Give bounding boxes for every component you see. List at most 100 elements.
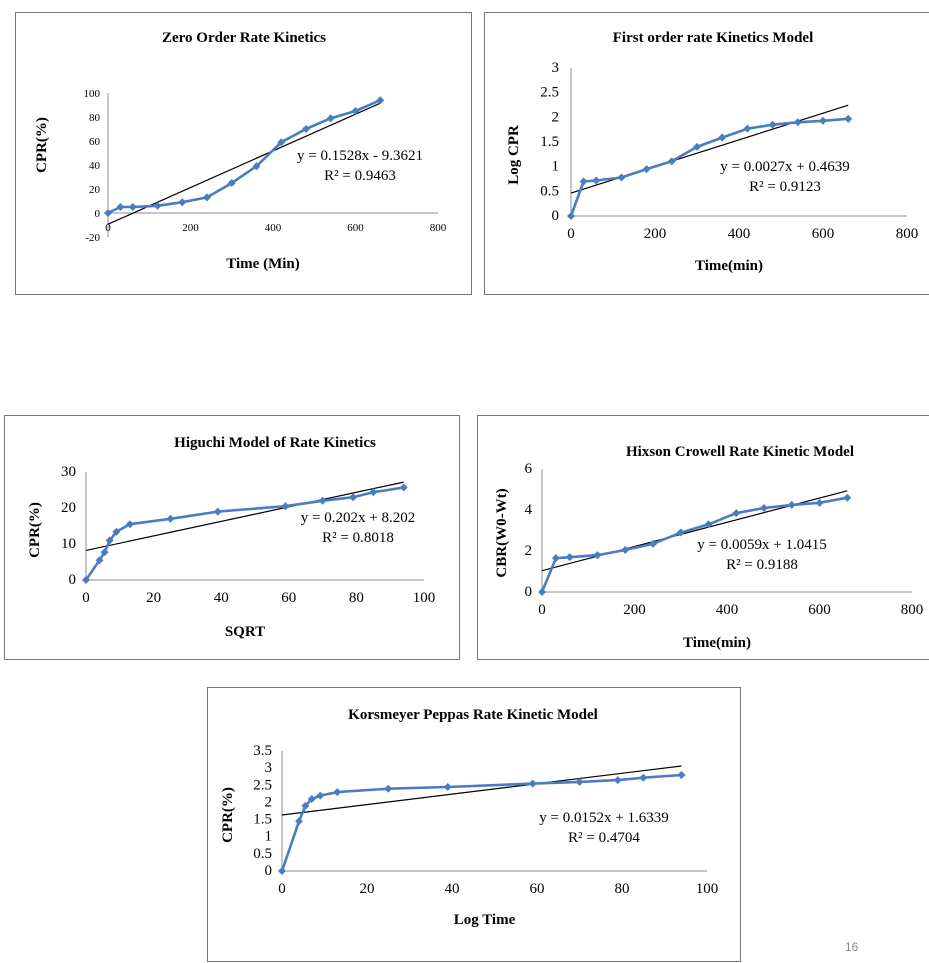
first-order-chart-panel: First order rate Kinetics Model 0 0.5 1 1.5 2… bbox=[484, 12, 929, 295]
trendline-equation: y = 0.0152x + 1.6339 bbox=[539, 810, 668, 826]
trendline bbox=[107, 102, 381, 225]
x-tick-label: 600 bbox=[808, 602, 831, 618]
data-point bbox=[567, 212, 575, 220]
higuchi-chart-panel: Higuchi Model of Rate Kinetics 0 10 20 30 0 20… bbox=[4, 415, 460, 660]
r-squared: R² = 0.9463 bbox=[324, 168, 396, 184]
y-axis-label: CPR(%) bbox=[220, 787, 236, 843]
data-point bbox=[302, 125, 310, 133]
chart-title: First order rate Kinetics Model bbox=[613, 30, 814, 46]
y-tick-label: 2.5 bbox=[540, 85, 559, 101]
data-point bbox=[307, 795, 316, 803]
y-axis-label: CPR(%) bbox=[27, 502, 43, 558]
y-tick-label: 60 bbox=[89, 136, 101, 148]
y-tick-label: 4 bbox=[525, 502, 533, 518]
data-point bbox=[277, 138, 286, 147]
y-axis-label: Log CPR bbox=[506, 125, 522, 185]
trendline bbox=[541, 490, 848, 572]
x-tick-label: 0 bbox=[278, 881, 286, 897]
x-tick-label: 600 bbox=[812, 226, 835, 242]
data-point bbox=[203, 193, 211, 202]
y-tick-label: 0 bbox=[69, 572, 77, 588]
x-tick-label: 100 bbox=[696, 881, 719, 897]
trendline-equation: y = 0.0027x + 0.4639 bbox=[720, 159, 849, 175]
x-axis-label: Time (Min) bbox=[226, 256, 299, 272]
data-point bbox=[278, 867, 286, 875]
higuchi-chart-svg: Higuchi Model of Rate Kinetics 0 10 20 30 0 20… bbox=[27, 435, 436, 640]
y-tick-label: 2 bbox=[525, 543, 533, 559]
y-tick-label: 3.5 bbox=[253, 743, 272, 759]
zero-chart-svg: Zero Order Rate Kinetics -20 0 20 40 60 80 100 0… bbox=[34, 30, 447, 272]
y-tick-label: 0.5 bbox=[540, 183, 559, 199]
x-tick-label: 200 bbox=[623, 602, 646, 618]
x-tick-label: 80 bbox=[615, 881, 630, 897]
y-tick-label: 0 bbox=[265, 863, 273, 879]
trendline bbox=[281, 765, 682, 816]
y-tick-label: 1.5 bbox=[253, 812, 272, 828]
data-point bbox=[768, 120, 777, 129]
x-tick-label: 40 bbox=[445, 881, 460, 897]
data-point bbox=[95, 556, 104, 565]
x-tick-label: 0 bbox=[567, 226, 575, 242]
data-point bbox=[575, 777, 584, 786]
y-tick-label: 80 bbox=[89, 112, 101, 124]
x-tick-label: 80 bbox=[349, 590, 364, 606]
data-point bbox=[718, 133, 727, 142]
data-point bbox=[760, 503, 768, 512]
data-point bbox=[227, 179, 236, 187]
data-point bbox=[376, 96, 385, 105]
x-tick-label: 0 bbox=[82, 590, 90, 606]
data-point bbox=[128, 203, 137, 211]
y-tick-label: 2.5 bbox=[253, 777, 272, 793]
y-tick-label: 0.5 bbox=[253, 846, 272, 862]
y-tick-label: 30 bbox=[61, 464, 76, 480]
data-point bbox=[318, 496, 327, 505]
chart-title: Hixson Crowell Rate Kinetic Model bbox=[626, 444, 854, 460]
y-axis-label: CPR(%) bbox=[34, 117, 50, 173]
data-point bbox=[301, 801, 310, 810]
r-squared: R² = 0.4704 bbox=[568, 830, 640, 846]
data-point bbox=[649, 539, 657, 548]
x-tick-label: 400 bbox=[265, 222, 282, 234]
data-point bbox=[166, 514, 175, 523]
data-point bbox=[82, 576, 90, 584]
data-point bbox=[844, 114, 853, 123]
data-point bbox=[642, 165, 651, 174]
r-squared: R² = 0.8018 bbox=[322, 530, 394, 546]
y-tick-label: 0 bbox=[525, 584, 533, 600]
y-tick-label: 1.5 bbox=[540, 134, 559, 150]
data-point bbox=[565, 553, 574, 562]
data-point bbox=[732, 509, 741, 518]
data-point bbox=[384, 784, 393, 793]
data-point bbox=[639, 773, 648, 782]
trendline bbox=[85, 481, 404, 552]
y-tick-label: 20 bbox=[89, 184, 101, 196]
data-point bbox=[399, 483, 408, 492]
r-squared: R² = 0.9123 bbox=[749, 179, 821, 195]
y-tick-label: 2 bbox=[552, 109, 560, 125]
data-point bbox=[613, 776, 622, 785]
hixson-crowell-chart-panel: Hixson Crowell Rate Kinetic Model 0 2 4 6 0 20… bbox=[477, 415, 929, 660]
y-tick-label: 0 bbox=[552, 208, 560, 224]
data-point bbox=[815, 498, 824, 507]
x-tick-label: 100 bbox=[413, 590, 436, 606]
data-point bbox=[704, 520, 713, 529]
data-point bbox=[743, 124, 752, 133]
x-axis-label: Log Time bbox=[454, 912, 516, 928]
y-tick-label: 6 bbox=[525, 461, 533, 477]
korsmeyer-peppas-chart-panel: Korsmeyer Peppas Rate Kinetic Model 0 0.5 1… bbox=[207, 687, 741, 962]
x-tick-label: 800 bbox=[896, 226, 919, 242]
slide-number: 16 bbox=[845, 940, 859, 954]
korsmeyer-chart-svg: Korsmeyer Peppas Rate Kinetic Model00.51… bbox=[220, 707, 719, 928]
data-point bbox=[843, 493, 852, 502]
x-tick-label: 0 bbox=[105, 222, 111, 234]
x-tick-label: 200 bbox=[644, 226, 667, 242]
data-point bbox=[153, 201, 162, 210]
x-tick-label: 60 bbox=[530, 881, 545, 897]
data-point bbox=[104, 209, 112, 217]
data-point bbox=[693, 142, 701, 151]
data-point bbox=[326, 114, 335, 123]
x-tick-label: 400 bbox=[728, 226, 751, 242]
data-point bbox=[819, 116, 827, 125]
r-squared: R² = 0.9188 bbox=[726, 557, 798, 573]
data-point bbox=[551, 554, 560, 563]
